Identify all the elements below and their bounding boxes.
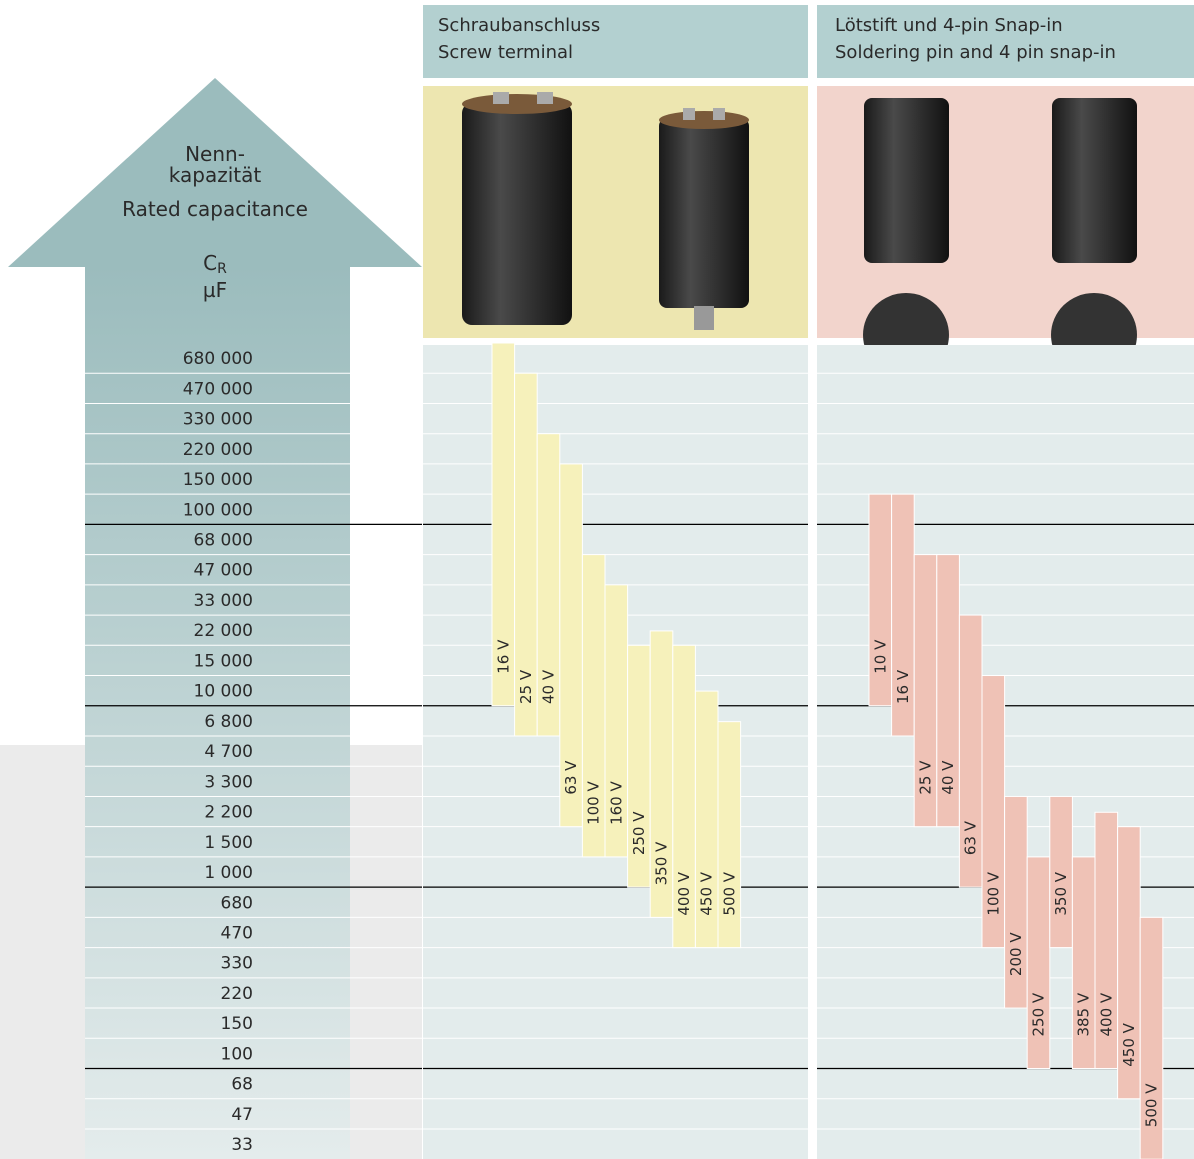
bar-label: 10 V [871,639,889,674]
range-bar [1139,916,1164,1159]
row-label: 2 200 [204,803,253,823]
bar-label: 385 V [1075,992,1093,1036]
header-text: Lötstift und 4-pin Snap-in [835,15,1063,36]
row-label: 68 000 [194,530,253,550]
panel-header [423,5,808,78]
bar-label: 63 V [962,820,980,855]
row-label: 470 [221,923,253,943]
row-label: 47 [231,1105,253,1125]
bar-label: 200 V [1007,932,1025,976]
bar-label: 100 V [585,781,603,825]
range-bar [717,721,742,949]
bar-label: 350 V [1052,871,1070,915]
axis-symbol: CR [203,251,227,277]
row-label: 330 000 [183,410,253,430]
bar-label: 40 V [540,669,558,704]
bar-label: 400 V [675,871,693,915]
row-label: 33 000 [194,591,253,611]
row-label: 150 [221,1014,253,1034]
row-label: 150 000 [183,470,253,490]
row-label: 6 800 [204,712,253,732]
bar-label: 400 V [1097,992,1115,1036]
range-bar [1026,856,1051,1070]
axis-title: Nenn- [185,142,245,166]
row-label: 680 [221,893,253,913]
row-label: 15 000 [194,651,253,671]
bar-label: 25 V [917,760,935,795]
bar-label: 25 V [517,669,535,704]
bar-label: 450 V [698,871,716,915]
row-label: 68 [231,1075,253,1095]
row-label: 1 500 [204,833,253,853]
row-label: 4 700 [204,742,253,762]
header-text: Soldering pin and 4 pin snap-in [835,42,1116,63]
axis-unit: µF [203,278,227,302]
capacitor-image [462,92,1137,377]
arrow-shaft [85,266,350,1159]
bar-label: 350 V [653,841,671,885]
panel-header [817,5,1194,78]
bar-label: 16 V [894,669,912,704]
bar-label: 63 V [562,760,580,795]
bar-label: 250 V [1030,992,1048,1036]
bar-label: 500 V [1143,1083,1161,1127]
row-label: 33 [231,1135,253,1155]
row-label: 680 000 [183,349,253,369]
row-label: 100 000 [183,500,253,520]
row-label: 10 000 [194,682,253,702]
row-label: 220 000 [183,440,253,460]
bar-label: 16 V [494,639,512,674]
axis-title: Rated capacitance [122,197,308,221]
header-text: Schraubanschluss [438,15,600,36]
bar-label: 450 V [1120,1022,1138,1066]
row-label: 220 [221,984,253,1004]
row-label: 330 [221,954,253,974]
bar-label: 500 V [720,871,738,915]
row-label: 22 000 [194,621,253,641]
row-label: 1 000 [204,863,253,883]
row-label: 470 000 [183,379,253,399]
axis-title: kapazität [169,163,262,187]
row-label: 100 [221,1044,253,1064]
bar-label: 40 V [939,760,957,795]
row-label: 47 000 [194,561,253,581]
arrow-head [8,78,422,267]
bar-label: 250 V [630,811,648,855]
row-label: 3 300 [204,772,253,792]
header-text: Screw terminal [438,42,573,63]
bar-label: 100 V [984,871,1002,915]
bar-label: 160 V [607,781,625,825]
